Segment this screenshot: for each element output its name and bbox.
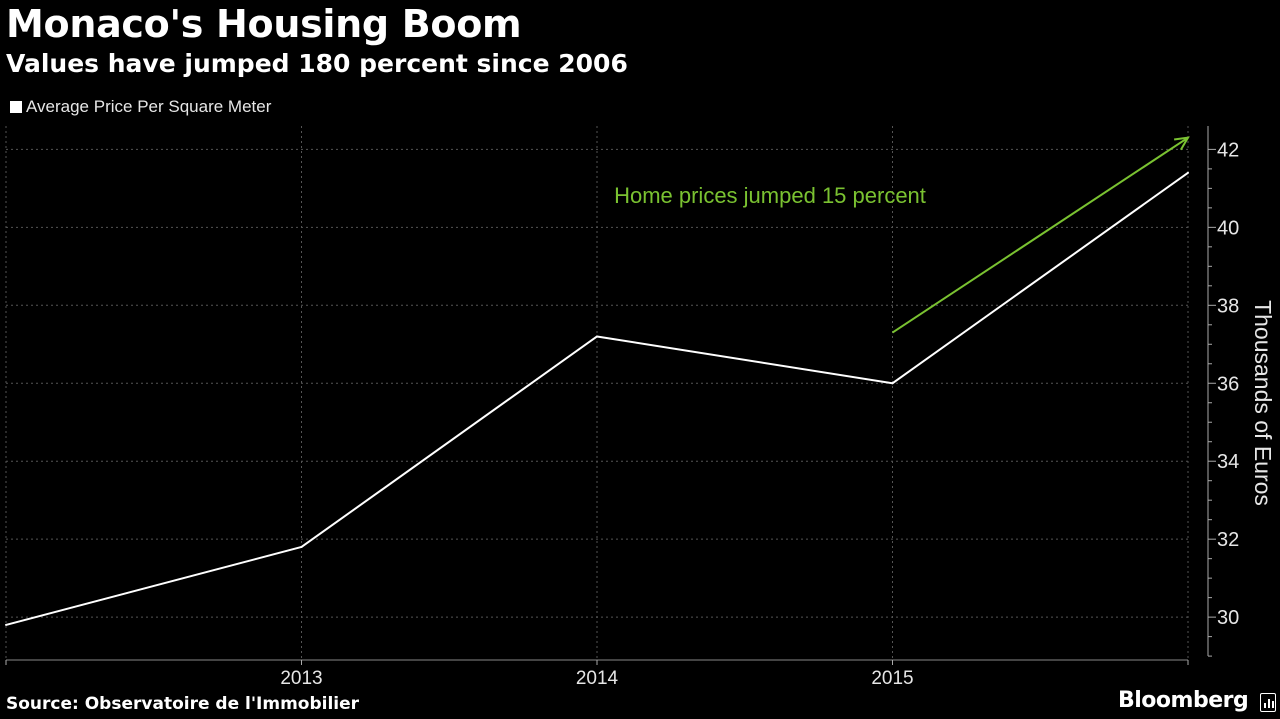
- x-tick-label: 2015: [871, 668, 913, 689]
- chart-title: Monaco's Housing Boom: [6, 2, 522, 46]
- data-point: [5, 623, 7, 626]
- y-axis-label: Thousands of Euros: [1250, 300, 1276, 506]
- series: [5, 171, 1189, 626]
- brand-logo: Bloomberg: [1118, 688, 1249, 713]
- annotation-arrow-head: [1173, 136, 1190, 151]
- x-tick-label: 2013: [280, 668, 322, 689]
- data-point: [1187, 171, 1189, 174]
- source-note: Source: Observatoire de l'Immobilier: [6, 694, 360, 714]
- axes: 2013 2014 2015 30 32 34 36 38 40 42 Thousands of E…: [5, 126, 1276, 689]
- x-tick-label: 2014: [576, 668, 619, 689]
- legend-swatch: [10, 101, 22, 113]
- data-point: [300, 545, 303, 548]
- y-tick-label: 38: [1217, 295, 1239, 317]
- legend: Average Price Per Square Meter: [10, 97, 271, 117]
- legend-label: Average Price Per Square Meter: [26, 97, 272, 116]
- annotation: Home prices jumped 15 percent: [614, 136, 1190, 334]
- data-point: [596, 335, 598, 338]
- chart-subtitle: Values have jumped 180 percent since 200…: [6, 49, 628, 78]
- y-tick-label: 40: [1217, 217, 1239, 239]
- y-tick-label: 36: [1217, 373, 1239, 395]
- grid: [5, 126, 1189, 660]
- annotation-arrow-line: [891, 136, 1189, 334]
- bloomberg-bar-chart-icon: [1260, 693, 1276, 712]
- data-point: [891, 382, 894, 385]
- annotation-text: Home prices jumped 15 percent: [614, 183, 926, 208]
- y-tick-label: 30: [1217, 607, 1239, 629]
- y-tick-label: 34: [1217, 451, 1239, 473]
- y-tick-label: 32: [1217, 529, 1239, 551]
- y-tick-label: 42: [1217, 139, 1239, 161]
